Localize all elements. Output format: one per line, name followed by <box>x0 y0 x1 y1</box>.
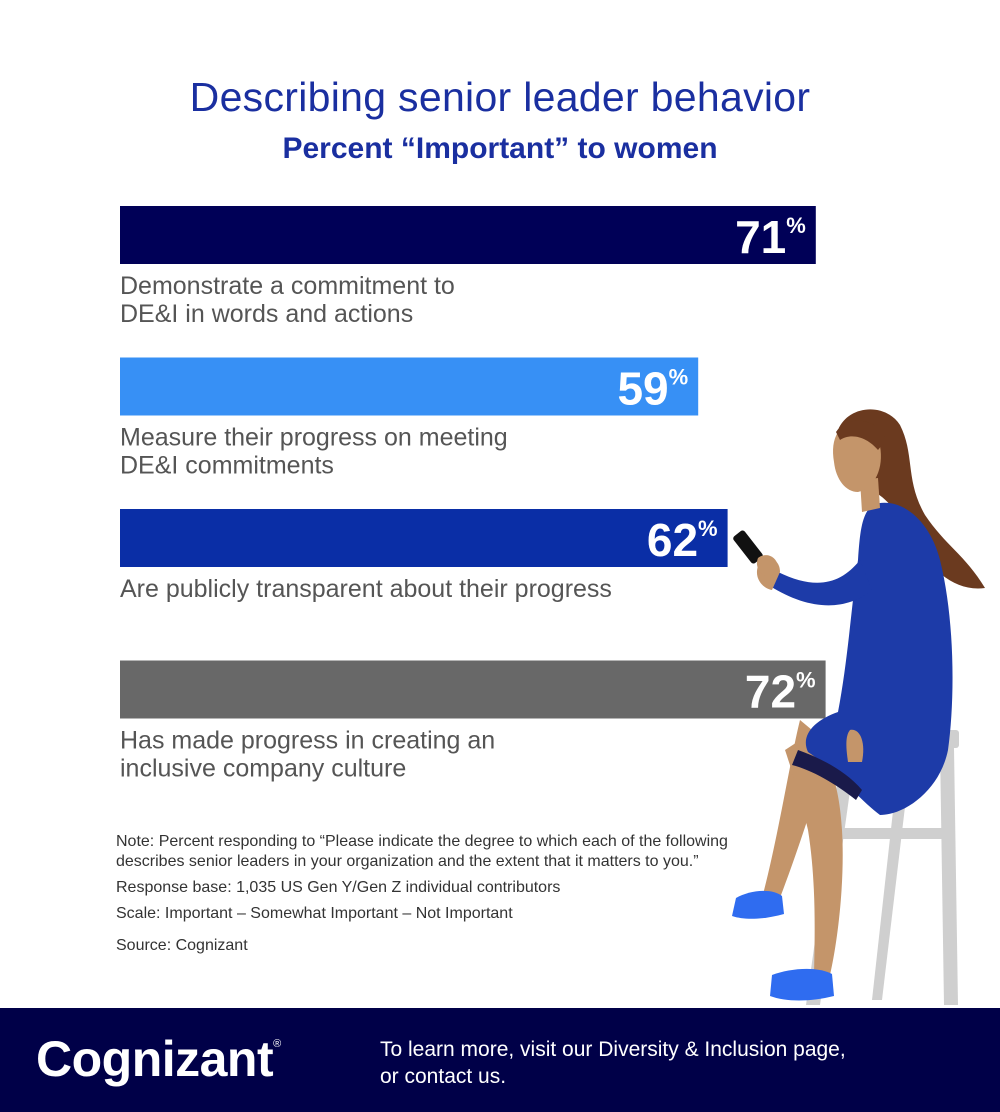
response-base-text: Response base: 1,035 US Gen Y/Gen Z indi… <box>116 879 561 896</box>
chart-subtitle: Percent “Important” to women <box>282 132 718 165</box>
logo-text: Cognizant <box>36 1031 274 1087</box>
bar-3 <box>120 509 728 567</box>
source-text: Source: Cognizant <box>116 937 248 954</box>
registered-mark: ® <box>273 1038 281 1050</box>
category-label-1-line-1: Demonstrate a commitment to <box>120 272 455 300</box>
footer: Cognizant® To learn more, visit our Dive… <box>0 1008 1000 1112</box>
cognizant-logo[interactable]: Cognizant® <box>36 1030 281 1088</box>
category-label-4-line-2: inclusive company culture <box>120 755 406 783</box>
bar-1 <box>120 206 816 264</box>
category-label-2-line-2: DE&I commitments <box>120 452 334 480</box>
bar-4 <box>120 660 826 719</box>
bar-2 <box>120 357 699 416</box>
bar-value-label-4: 72% <box>745 666 816 718</box>
phone-icon <box>733 530 763 564</box>
chart-notes: Note: Percent responding to “Please indi… <box>116 832 736 962</box>
dress-icon <box>805 502 953 815</box>
category-label-1-line-2: DE&I in words and actions <box>120 300 413 328</box>
scale-text: Scale: Important – Somewhat Important – … <box>116 905 513 922</box>
bar-value-label-1: 71% <box>735 211 806 263</box>
contact-us-link[interactable]: or contact us. <box>380 1065 507 1088</box>
bar-value-label-2: 59% <box>617 363 688 415</box>
chart-title: Describing senior leader behavior <box>189 74 811 120</box>
face-icon <box>833 425 881 492</box>
category-label-3-line-1: Are publicly transparent about their pro… <box>120 575 612 603</box>
shoe-back-icon <box>732 890 784 919</box>
bar-value-label-3: 62% <box>647 514 718 566</box>
shoe-front-icon <box>770 968 834 1001</box>
footer-cta: To learn more, visit our Diversity & Inc… <box>380 1036 900 1090</box>
woman-on-stool-with-phone-icon <box>732 409 985 1005</box>
category-label-4-line-1: Has made progress in creating an <box>120 727 495 755</box>
note-text: Note: Percent responding to “Please indi… <box>116 833 728 870</box>
diversity-inclusion-link[interactable]: To learn more, visit our Diversity & Inc… <box>380 1038 846 1061</box>
category-label-2-line-1: Measure their progress on meeting <box>120 424 508 452</box>
